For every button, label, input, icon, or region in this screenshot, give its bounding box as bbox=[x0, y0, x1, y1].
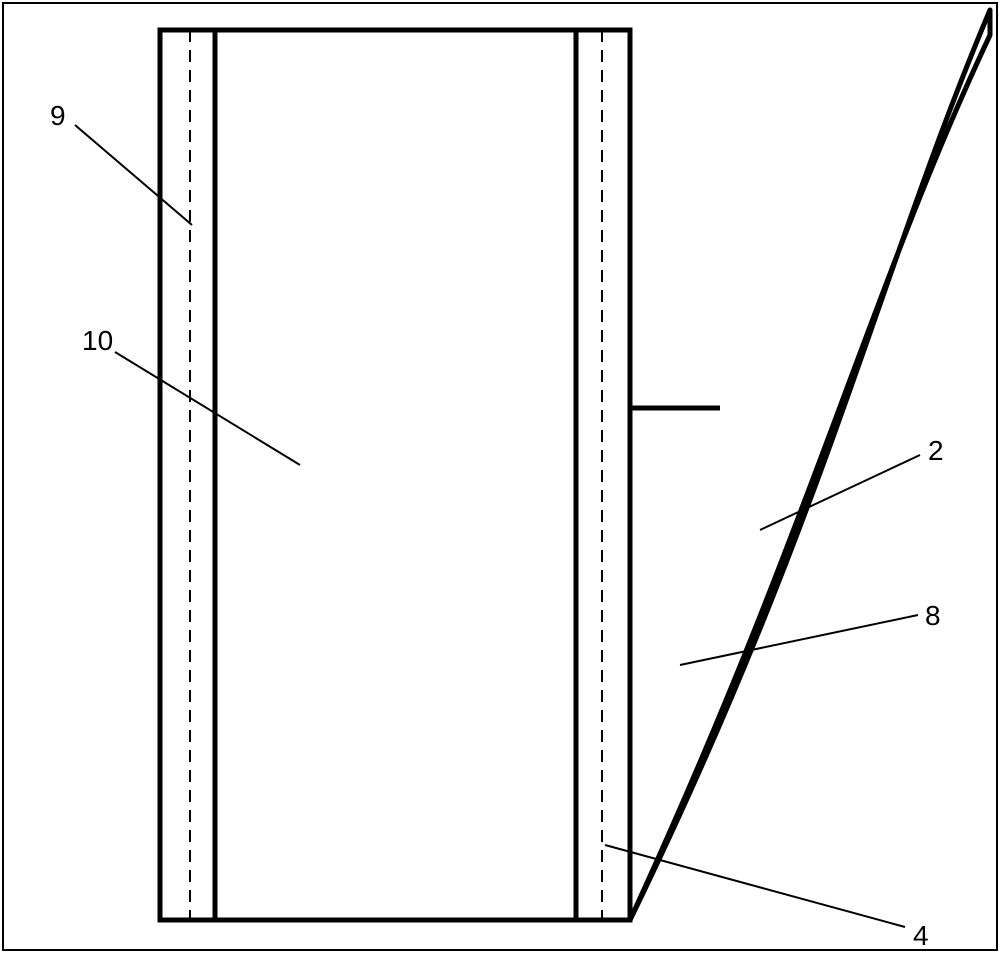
callout-label-8: 8 bbox=[925, 600, 941, 632]
diagram-container: 9 10 2 8 4 bbox=[0, 0, 1000, 953]
callout-label-9: 9 bbox=[50, 100, 66, 132]
diagram-svg bbox=[0, 0, 1000, 953]
callout-label-4: 4 bbox=[913, 920, 929, 952]
callout-label-2: 2 bbox=[928, 435, 944, 467]
callout-label-10: 10 bbox=[82, 325, 113, 357]
